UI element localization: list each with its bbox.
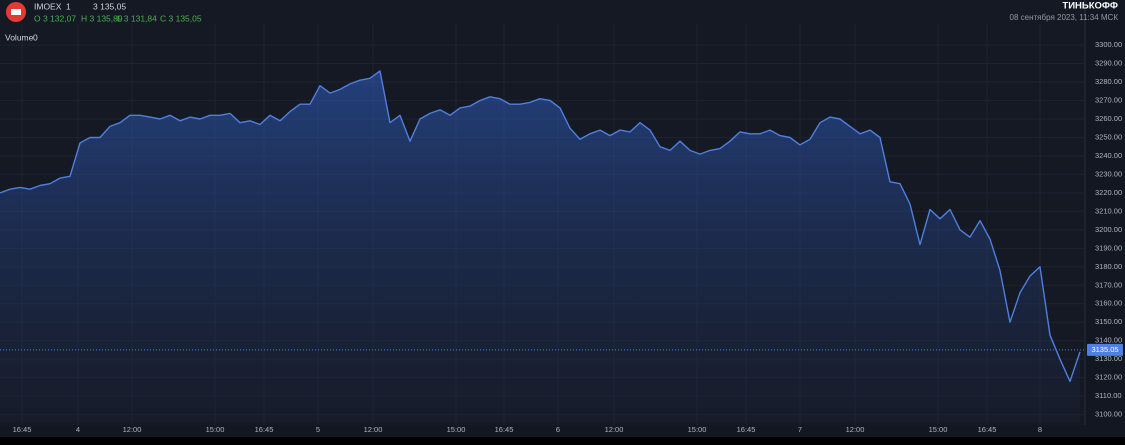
x-tick-label: 15:00 — [688, 425, 707, 434]
high: H 3 135,89 — [81, 13, 123, 23]
y-tick-label: 3190.00 — [1095, 243, 1122, 252]
symbol: IMOEX — [34, 1, 62, 11]
x-tick-label: 16:45 — [737, 425, 756, 434]
volume-label: Volume — [5, 32, 34, 42]
y-tick-label: 3180.00 — [1095, 262, 1122, 271]
y-tick-label: 3120.00 — [1095, 373, 1122, 382]
y-tick-label: 3230.00 — [1095, 169, 1122, 178]
y-tick-label: 3200.00 — [1095, 225, 1122, 234]
y-tick-label: 3290.00 — [1095, 59, 1122, 68]
timestamp: 08 сентября 2023, 11:34 МСК — [1010, 13, 1119, 22]
y-tick-label: 3220.00 — [1095, 188, 1122, 197]
x-tick-label: 16:45 — [495, 425, 514, 434]
x-tick-label: 16:45 — [13, 425, 32, 434]
y-tick-label: 3100.00 — [1095, 410, 1122, 419]
price-line — [0, 70, 1081, 383]
x-tick-label: 12:00 — [605, 425, 624, 434]
x-tick-label: 4 — [76, 425, 80, 434]
x-tick-label: 16:45 — [255, 425, 274, 434]
y-tick-label: 3260.00 — [1095, 114, 1122, 123]
y-tick-label: 3240.00 — [1095, 151, 1122, 160]
y-tick-label: 3160.00 — [1095, 299, 1122, 308]
y-tick-label: 3250.00 — [1095, 132, 1122, 141]
logo-icon — [11, 9, 21, 15]
x-tick-label: 8 — [1038, 425, 1042, 434]
low: L 3 131,84 — [117, 13, 157, 23]
x-tick-label: 12:00 — [846, 425, 865, 434]
open: O 3 132,07 — [34, 13, 76, 23]
close: C 3 135,05 — [160, 13, 202, 23]
y-tick-label: 3140.00 — [1095, 336, 1122, 345]
y-tick-label: 3170.00 — [1095, 280, 1122, 289]
last-price: 3 135,05 — [93, 1, 126, 11]
time-axis-bg — [0, 425, 1125, 437]
x-tick-label: 5 — [316, 425, 320, 434]
x-tick-label: 15:00 — [929, 425, 948, 434]
y-tick-label: 3270.00 — [1095, 95, 1122, 104]
interval: 1 — [66, 1, 71, 11]
x-tick-label: 6 — [556, 425, 560, 434]
brand: ТИНЬКОФФ — [1062, 1, 1118, 12]
x-tick-label: 16:45 — [978, 425, 997, 434]
y-tick-label: 3300.00 — [1095, 40, 1122, 49]
x-tick-label: 15:00 — [206, 425, 225, 434]
x-tick-label: 12:00 — [364, 425, 383, 434]
x-tick-label: 7 — [798, 425, 802, 434]
y-tick-label: 3110.00 — [1095, 391, 1122, 400]
x-tick-label: 12:00 — [123, 425, 142, 434]
x-tick-label: 15:00 — [447, 425, 466, 434]
y-tick-label: 3210.00 — [1095, 206, 1122, 215]
y-tick-label: 3150.00 — [1095, 317, 1122, 326]
volume-value: 0 — [33, 32, 38, 42]
last-price-box — [1087, 343, 1123, 356]
y-tick-label: 3130.00 — [1095, 354, 1122, 363]
y-tick-label: 3280.00 — [1095, 77, 1122, 86]
area-fill — [0, 71, 1080, 422]
last-price-label: 3135.05 — [1091, 345, 1118, 354]
bottom-strip — [0, 437, 1125, 445]
price-axis-bg — [1085, 0, 1125, 445]
